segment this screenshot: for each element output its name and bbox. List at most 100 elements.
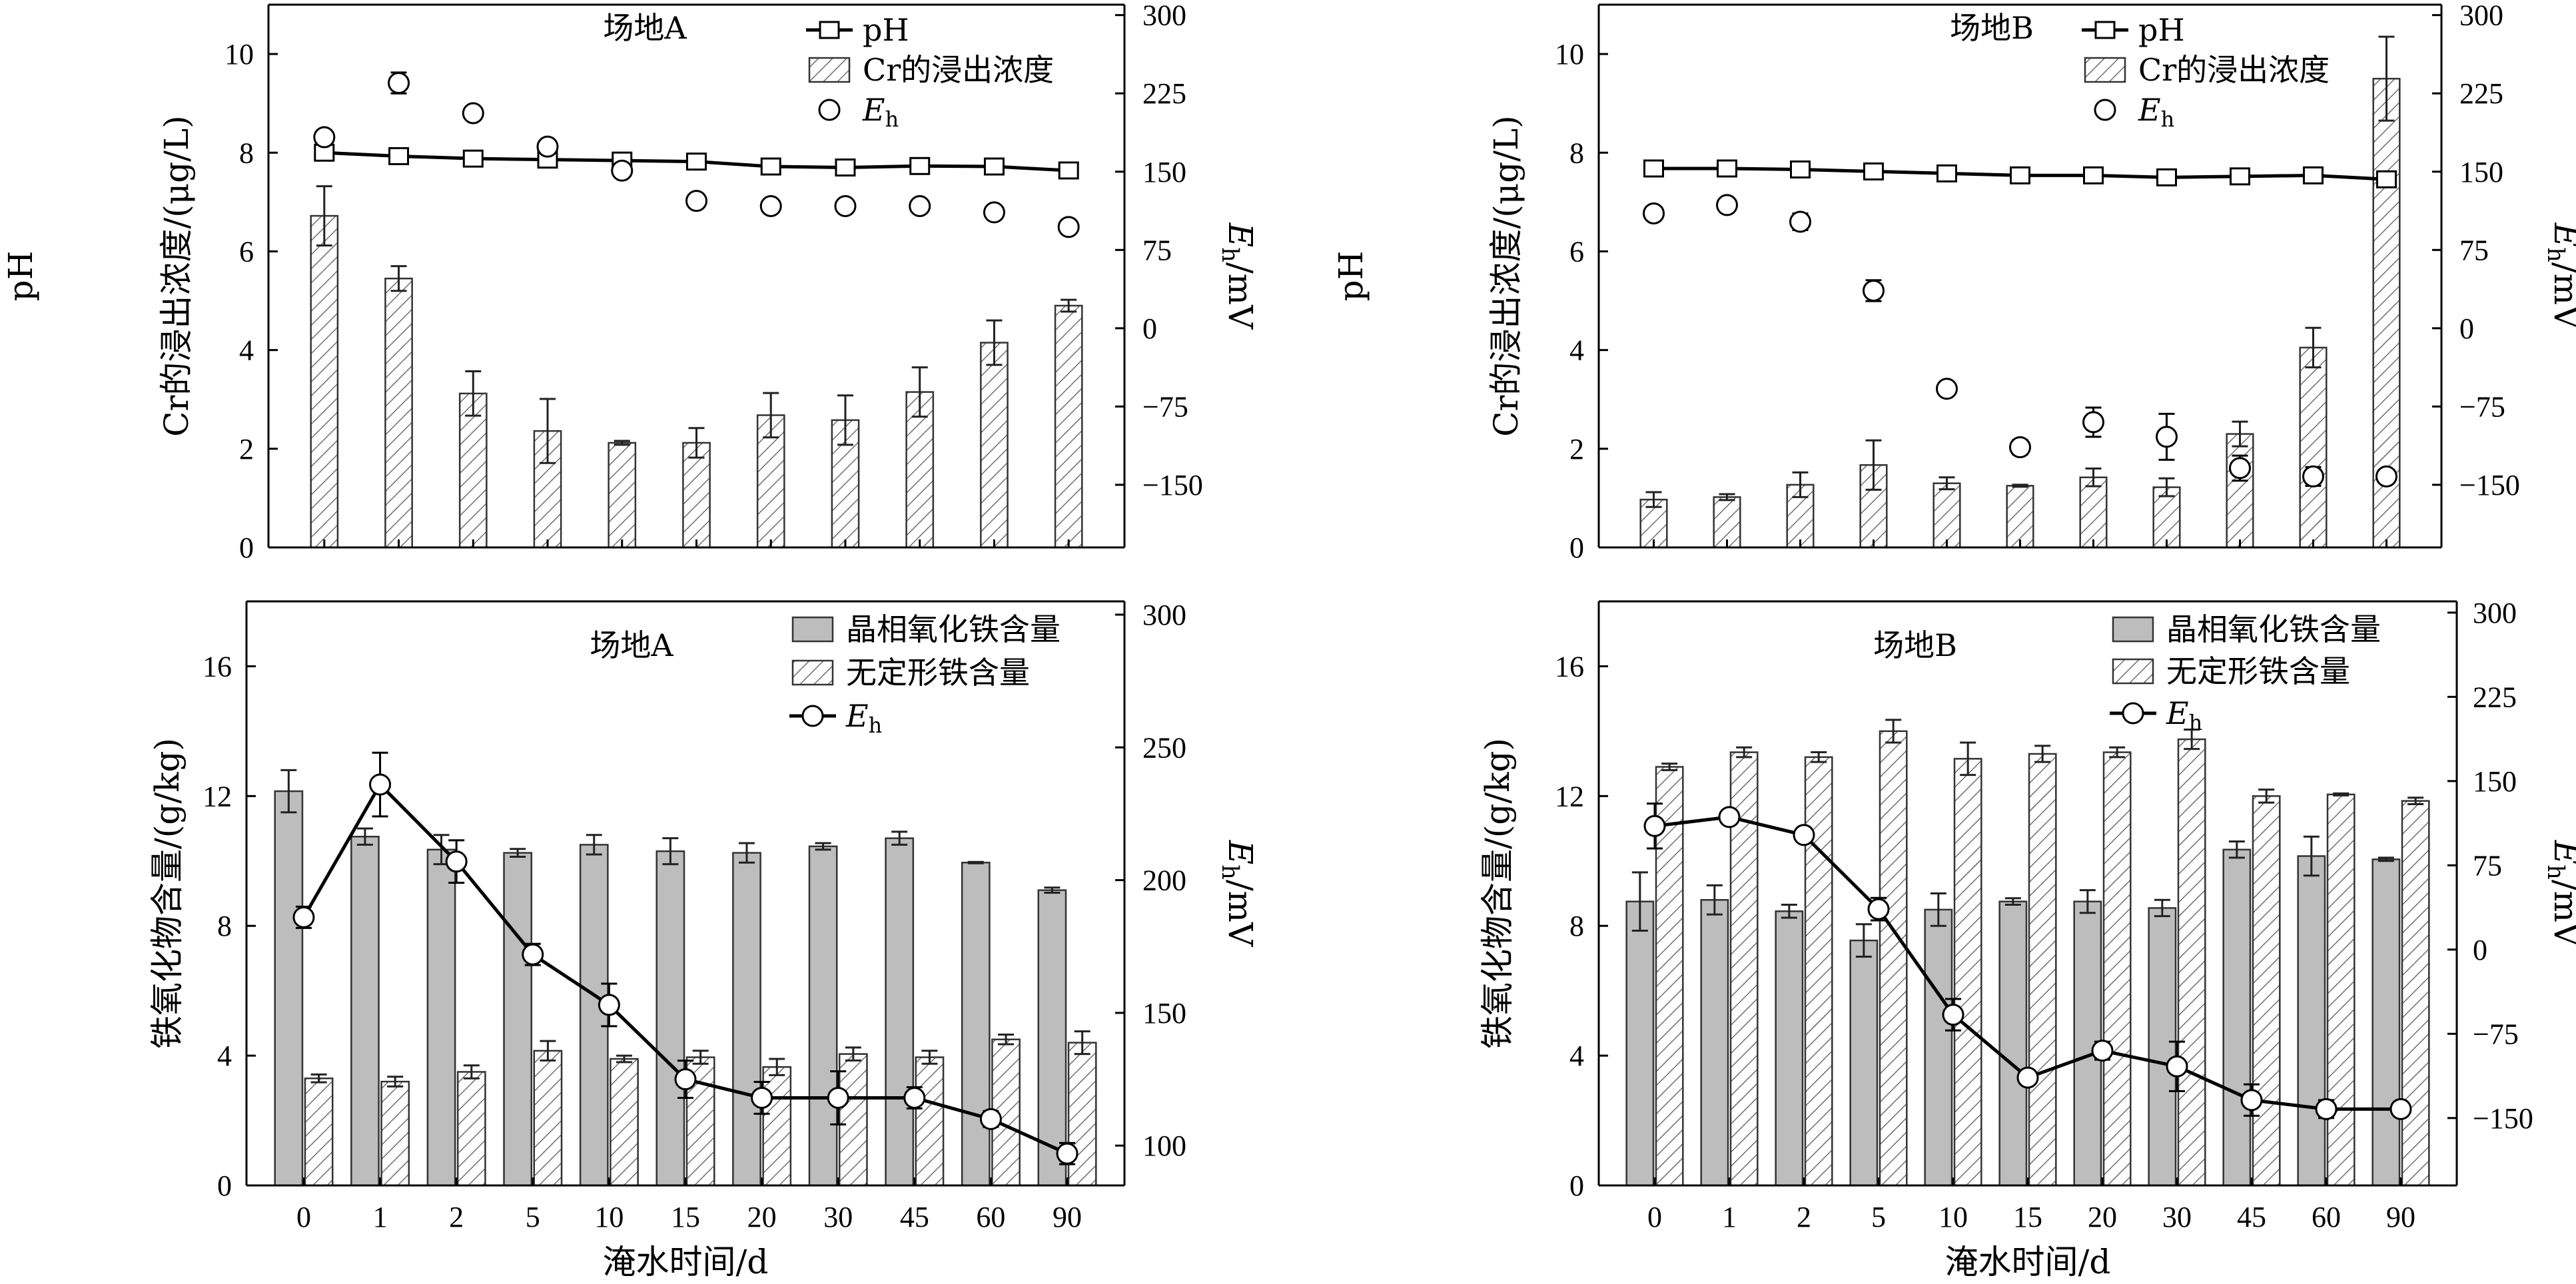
bar-Cr的浸出浓度-60: [980, 342, 1009, 549]
left-tick-label: 10: [1555, 38, 1584, 71]
legend-square-marker: [819, 21, 840, 39]
bar-无定形铁含量-60: [2326, 793, 2356, 1187]
legend-label: 无定形铁含量: [2166, 653, 2350, 689]
bar-Cr的浸出浓度-90: [1054, 304, 1083, 549]
right-tick-label: 75: [1142, 234, 1172, 266]
legend-circle-marker: [2094, 99, 2116, 121]
bar-Cr的浸出浓度-20: [2079, 476, 2108, 549]
bar-Cr的浸出浓度-15: [2006, 485, 2034, 549]
x-tick-label: 30: [823, 1201, 853, 1233]
bar-Cr的浸出浓度-30: [2152, 486, 2181, 549]
marker-Eh-20: [2082, 411, 2104, 434]
marker-pH-1: [1717, 159, 1737, 178]
bar-无定形铁含量-30: [2177, 738, 2206, 1187]
legend-label-eh: Eh: [2138, 92, 2174, 132]
legend-label-eh: Eh: [2166, 695, 2202, 735]
left-tick-label: 4: [217, 1040, 232, 1072]
x-tick-label: 60: [2312, 1201, 2341, 1233]
marker-Eh-1: [388, 72, 410, 95]
legend-label: 晶相氧化铁含量: [846, 611, 1061, 647]
x-tick-label: 45: [900, 1201, 929, 1233]
panel-title: 场地A: [603, 10, 687, 46]
bar-无定形铁含量-20: [2102, 751, 2132, 1187]
legend-circle-marker: [2122, 702, 2144, 725]
left-tick-label: 0: [1569, 531, 1584, 564]
bar-晶相氧化铁含量-20: [732, 852, 761, 1187]
left-tick-label: 8: [239, 137, 254, 169]
legend: pH Cr的浸出浓度 Eh: [806, 12, 1054, 132]
marker-Eh-1: [1716, 194, 1738, 216]
legend-circle-marker: [801, 705, 824, 727]
left-tick-label: 12: [1555, 780, 1584, 812]
marker-Eh-5: [1867, 898, 1890, 920]
x-tick-label: 15: [2013, 1201, 2042, 1233]
marker-Eh-2: [462, 102, 484, 125]
bar-无定形铁含量-0: [304, 1077, 334, 1187]
legend-hatch-swatch: [2112, 658, 2154, 685]
marker-Eh-1: [369, 773, 392, 796]
bar-晶相氧化铁含量-15: [655, 850, 685, 1187]
marker-pH-30: [835, 159, 856, 176]
left-tick-label: 0: [1569, 1169, 1584, 1202]
bar-晶相氧化铁含量-2: [1775, 910, 1804, 1187]
marker-Eh-20: [751, 1086, 773, 1109]
bar-晶相氧化铁含量-1: [350, 835, 380, 1187]
left-tick-label: 0: [239, 531, 254, 564]
marker-Eh-60: [983, 201, 1005, 224]
panel-title: 场地B: [1950, 10, 2034, 46]
x-tick-label: 60: [976, 1201, 1005, 1233]
x-tick-label: 15: [671, 1201, 700, 1233]
bar-无定形铁含量-20: [762, 1066, 792, 1187]
y-axis-label-right: Eh/mV: [2542, 222, 2576, 330]
right-tick-label: 100: [1142, 1129, 1186, 1162]
right-tick-label: 75: [2473, 849, 2502, 882]
bar-无定形铁含量-45: [915, 1056, 945, 1187]
legend-label: pH: [863, 12, 909, 48]
left-tick-label: 2: [239, 433, 254, 466]
x-tick-label: 0: [296, 1201, 311, 1233]
y-axis-label-left: 铁氧化物含量/(g/kg): [148, 738, 187, 1049]
right-tick-label: 225: [2473, 681, 2517, 713]
right-tick-label: 0: [2459, 312, 2474, 345]
x-axis-label: 淹水时间/d: [1945, 1243, 2111, 1281]
right-tick-label: 300: [1142, 599, 1186, 631]
bar-晶相氧化铁含量-60: [961, 861, 991, 1187]
right-tick-label: 225: [2459, 77, 2503, 110]
right-tick-label: 150: [2459, 156, 2503, 188]
bar-晶相氧化铁含量-60: [2297, 855, 2326, 1187]
legend-hatch-swatch: [2084, 57, 2126, 83]
marker-Eh-45: [909, 194, 931, 217]
marker-Eh-45: [2240, 1089, 2263, 1112]
legend: pH Cr的浸出浓度 Eh: [2082, 12, 2330, 132]
marker-Eh-10: [1936, 378, 1958, 400]
right-tick-label: 150: [1142, 156, 1186, 188]
marker-pH-45: [2230, 167, 2250, 186]
bar-晶相氧化铁含量-0: [274, 790, 304, 1187]
marker-pH-15: [686, 153, 707, 171]
right-tick-label: 0: [1142, 312, 1157, 345]
bar-无定形铁含量-5: [1879, 730, 1908, 1187]
marker-pH-5: [1863, 162, 1884, 180]
marker-pH-60: [983, 157, 1005, 176]
marker-pH-90: [2376, 170, 2397, 188]
bar-晶相氧化铁含量-30: [808, 845, 838, 1187]
marker-Eh-10: [1942, 1004, 1964, 1026]
legend-label: pH: [2138, 12, 2185, 48]
marker-Eh-15: [2016, 1066, 2039, 1089]
marker-Eh-15: [685, 190, 707, 212]
left-tick-label: 12: [203, 780, 232, 812]
x-tick-label: 30: [2162, 1201, 2192, 1233]
left-tick-label: 4: [239, 334, 254, 367]
right-tick-label: 200: [1142, 864, 1186, 897]
bar-无定形铁含量-5: [533, 1050, 563, 1187]
bar-Cr的浸出浓度-60: [2299, 346, 2328, 549]
line-Eh: [1654, 815, 2401, 1111]
marker-pH-2: [1790, 160, 1811, 178]
x-tick-label: 45: [2237, 1201, 2266, 1233]
marker-Eh-60: [2302, 465, 2324, 487]
right-tick-label: 225: [1142, 77, 1186, 110]
bar-无定形铁含量-2: [1804, 756, 1833, 1187]
